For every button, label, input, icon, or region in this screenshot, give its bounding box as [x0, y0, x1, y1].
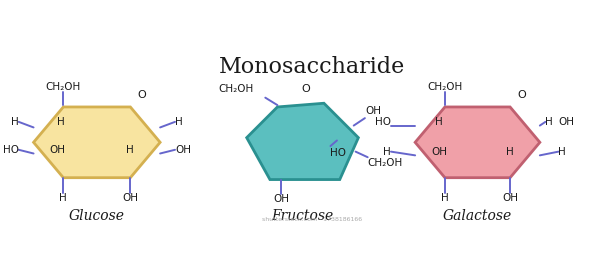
- Text: Monosaccharide: Monosaccharide: [219, 56, 405, 78]
- Polygon shape: [415, 107, 540, 178]
- Polygon shape: [247, 103, 359, 179]
- Text: Fructose: Fructose: [271, 209, 334, 223]
- Text: CH₂OH: CH₂OH: [218, 84, 253, 94]
- Text: HO: HO: [330, 148, 346, 158]
- Text: OH: OH: [558, 117, 574, 127]
- Text: Galactose: Galactose: [443, 209, 512, 223]
- Text: OH: OH: [273, 194, 289, 204]
- Text: Glucose: Glucose: [69, 209, 125, 223]
- Polygon shape: [34, 107, 160, 178]
- Text: H: H: [435, 117, 443, 127]
- Text: O: O: [301, 84, 310, 94]
- Text: CH₂OH: CH₂OH: [427, 82, 462, 92]
- Text: H: H: [127, 145, 134, 155]
- Text: CH₂OH: CH₂OH: [368, 158, 403, 168]
- Text: OH: OH: [122, 193, 138, 203]
- Text: H: H: [383, 147, 391, 157]
- Text: H: H: [57, 117, 65, 127]
- Text: H: H: [546, 117, 553, 127]
- Text: H: H: [60, 193, 67, 203]
- Text: H: H: [441, 193, 449, 203]
- Text: H: H: [11, 117, 18, 127]
- Text: HO: HO: [2, 145, 18, 155]
- Text: H: H: [558, 147, 566, 157]
- Text: H: H: [506, 147, 514, 157]
- Text: H: H: [175, 117, 183, 127]
- Text: OH: OH: [431, 147, 447, 157]
- Text: OH: OH: [175, 145, 191, 155]
- Text: shutterstock.com · 1738186166: shutterstock.com · 1738186166: [262, 217, 362, 222]
- Text: OH: OH: [50, 145, 66, 155]
- Text: OH: OH: [502, 193, 518, 203]
- Text: CH₂OH: CH₂OH: [46, 82, 81, 92]
- Text: HO: HO: [375, 117, 391, 127]
- Text: O: O: [517, 90, 526, 101]
- Text: O: O: [138, 90, 146, 101]
- Text: OH: OH: [365, 106, 381, 116]
